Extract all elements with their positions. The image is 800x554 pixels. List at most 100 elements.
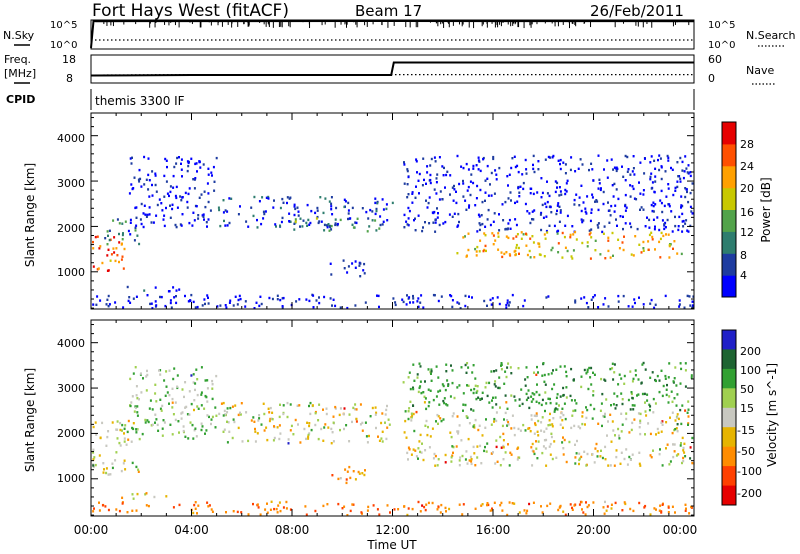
power-point (347, 217, 349, 221)
velocity-point (554, 408, 556, 412)
velocity-point (424, 380, 426, 383)
velocity-point (258, 417, 261, 420)
power-point (188, 187, 191, 190)
velocity-point (675, 427, 678, 430)
velocity-point (222, 414, 225, 417)
velocity-point (308, 422, 311, 425)
velocity-point (648, 408, 651, 412)
velocity-point (639, 412, 642, 416)
velocity-point (451, 445, 454, 448)
power-point (557, 159, 560, 162)
velocity-point (690, 505, 693, 509)
power-point (532, 167, 535, 171)
power-point (627, 305, 630, 308)
power-point (195, 162, 198, 165)
velocity-point (215, 414, 218, 417)
power-point (204, 302, 206, 306)
velocity-point (675, 454, 678, 457)
power-point (171, 203, 174, 206)
power-point (647, 240, 650, 243)
power-point (686, 171, 689, 174)
velocity-point (171, 401, 174, 404)
velocity-point (378, 513, 381, 516)
power-point (686, 190, 688, 194)
velocity-point (318, 403, 321, 406)
velocity-point (94, 463, 97, 467)
velocity-point (570, 367, 573, 371)
power-point (429, 181, 432, 185)
velocity-point (669, 416, 671, 419)
velocity-point (451, 454, 454, 457)
velocity-point (374, 406, 377, 409)
velocity-point (348, 440, 351, 443)
velocity-point (231, 436, 234, 440)
velocity-point (556, 393, 559, 396)
power-point (691, 306, 694, 309)
power-point (452, 199, 455, 202)
power-point (682, 176, 685, 180)
power-point (436, 173, 439, 176)
velocity-point (506, 424, 509, 427)
power-point (481, 222, 484, 226)
velocity-point (507, 423, 510, 426)
power-point (147, 188, 150, 191)
velocity-point (586, 452, 589, 456)
velocity-point (458, 384, 461, 387)
power-point (178, 156, 180, 159)
power-point (315, 299, 318, 302)
velocity-point (533, 452, 536, 456)
power-point (325, 224, 328, 227)
power-point (294, 218, 297, 221)
velocity-point (508, 464, 511, 467)
power-point (386, 219, 389, 222)
power-point (507, 236, 510, 240)
power-point (344, 200, 347, 203)
power-point (522, 187, 525, 191)
power-point (489, 223, 492, 227)
power-point (625, 206, 628, 209)
velocity-point (226, 407, 229, 410)
power-point (422, 226, 424, 229)
power-point (537, 168, 540, 171)
velocity-point (468, 459, 471, 462)
velocity-point (596, 455, 599, 458)
power-point (453, 188, 456, 191)
velocity-point (589, 403, 592, 407)
power-point (506, 299, 509, 302)
velocity-point (134, 366, 137, 369)
velocity-point (432, 398, 435, 402)
power-point (328, 229, 331, 232)
velocity-point (491, 399, 493, 402)
velocity-point (601, 424, 603, 428)
velocity-point (424, 397, 427, 400)
velocity-point (473, 452, 476, 455)
velocity-point (674, 511, 676, 514)
power-point (552, 154, 555, 158)
velocity-point (417, 457, 419, 460)
power-point (599, 188, 602, 192)
power-point (420, 294, 423, 297)
velocity-ticks (90, 320, 695, 516)
velocity-point (194, 501, 197, 504)
velocity-point (554, 407, 557, 410)
power-point (507, 304, 510, 307)
power-point (500, 251, 503, 254)
power-point (676, 180, 679, 183)
velocity-point (178, 431, 180, 434)
power-point (441, 165, 444, 168)
power-point (492, 220, 495, 223)
power-point (253, 307, 256, 310)
power-point (570, 156, 573, 159)
power-point (305, 221, 308, 225)
power-point (165, 159, 168, 162)
velocity-point (408, 448, 411, 451)
velocity-point (660, 511, 663, 514)
power-point (188, 221, 191, 225)
power-point (123, 247, 126, 251)
power-point (122, 306, 125, 309)
velocity-point (553, 383, 556, 386)
power-point (631, 185, 634, 188)
power-point (556, 209, 558, 212)
velocity-point (503, 382, 506, 385)
velocity-point (429, 435, 432, 438)
